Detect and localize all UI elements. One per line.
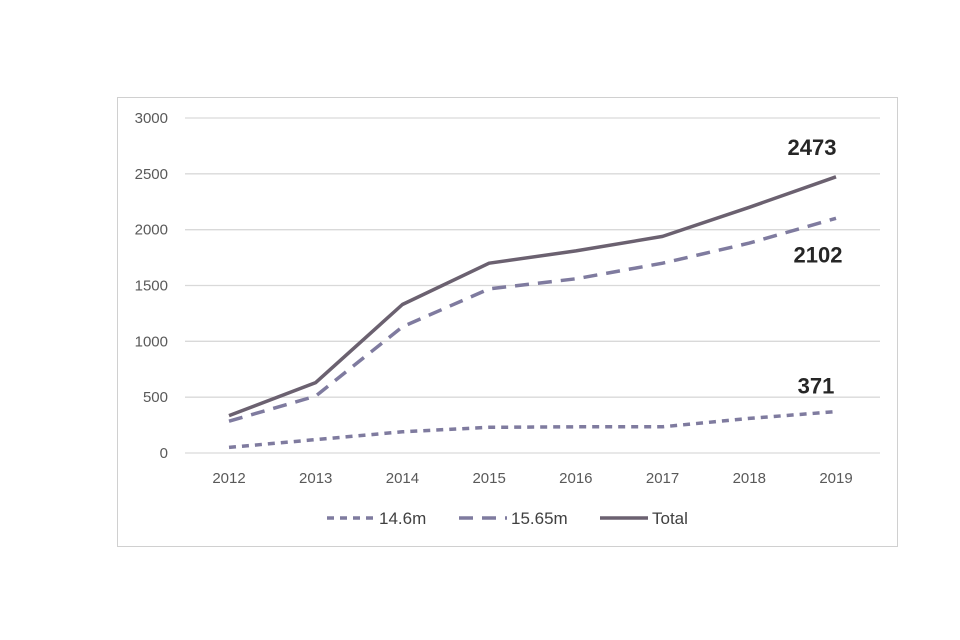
legend-label: 14.6m <box>379 509 426 528</box>
legend-label: Total <box>652 509 688 528</box>
data-label-2473: 2473 <box>788 135 837 160</box>
x-tick-label: 2019 <box>819 470 852 487</box>
y-axis-ticks: 0 500 1000 1500 2000 2500 3000 <box>135 110 168 462</box>
series-lines <box>228 175 837 450</box>
x-tick-label: 2016 <box>559 470 592 487</box>
x-tick-label: 2013 <box>299 470 332 487</box>
x-axis-ticks: 2012 2013 2014 2015 2016 2017 2018 2019 <box>212 470 852 487</box>
x-tick-label: 2012 <box>212 470 245 487</box>
y-tick-label: 2500 <box>135 166 168 183</box>
y-tick-label: 2000 <box>135 222 168 239</box>
y-tick-label: 1500 <box>135 278 168 295</box>
x-tick-label: 2014 <box>386 470 419 487</box>
data-labels: 2473 2102 371 <box>788 135 843 399</box>
gridlines <box>185 117 880 454</box>
y-tick-label: 3000 <box>135 110 168 127</box>
chart-frame: 0 500 1000 1500 2000 2500 3000 2012 2013 2014 201… <box>117 97 898 547</box>
x-tick-label: 2018 <box>733 470 766 487</box>
y-tick-label: 500 <box>143 389 168 406</box>
y-tick-label: 0 <box>160 445 168 462</box>
series-line-total <box>228 175 837 418</box>
data-label-2102: 2102 <box>794 242 843 267</box>
data-label-371: 371 <box>798 374 835 399</box>
legend: 14.6m 15.65m Total <box>327 509 688 528</box>
y-tick-label: 1000 <box>135 333 168 350</box>
x-tick-label: 2015 <box>472 470 505 487</box>
x-tick-label: 2017 <box>646 470 679 487</box>
legend-label: 15.65m <box>511 509 568 528</box>
series-line-14-6m <box>228 409 837 450</box>
series-line-15-65m <box>228 216 837 423</box>
